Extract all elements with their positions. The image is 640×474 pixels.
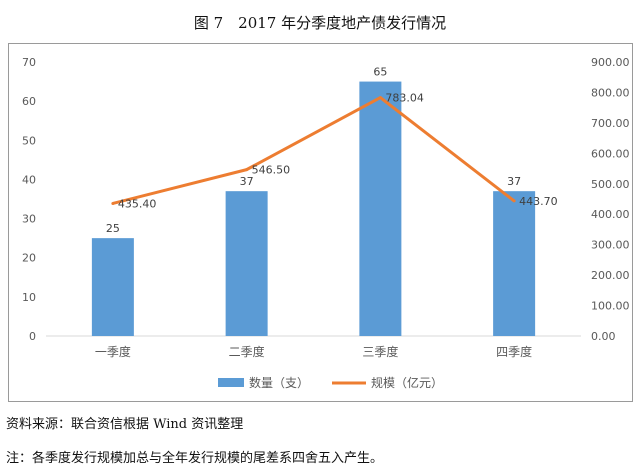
legend-swatch-bar [218,378,244,387]
source-note: 资料来源：联合资信根据 Wind 资讯整理 [6,417,244,432]
x-tick-label: 一季度 [95,344,131,359]
bar-data-label: 65 [373,66,387,79]
line-path [112,96,516,205]
y-tick-label: 60 [22,95,36,108]
chart-area: 0 10 20 30 40 50 60 70 0.00 100.00 200.00 300.00 400… [8,43,633,402]
bar [493,191,536,336]
bar [359,81,402,336]
axes: 0102030405060700.00100.00200.00300.00400… [22,56,630,359]
line-data-label: 435.40 [118,197,157,210]
combo-chart: 0102030405060700.00100.00200.00300.00400… [22,56,630,390]
y2-tick-label: 0.00 [591,330,616,343]
y-tick-label: 50 [22,134,36,147]
figure-title: 图 7 2017 年分季度地产债发行情况 [193,14,447,32]
legend: 数量（支） 规模（亿元） [218,375,443,390]
y2-tick-label: 300.00 [591,239,630,252]
y-tick-label: 20 [22,252,36,265]
y2-tick-label: 600.00 [591,147,630,160]
bar-data-label: 25 [106,222,120,235]
y2-tick-label: 100.00 [591,300,630,313]
x-tick-label: 二季度 [229,344,265,359]
line-series [111,96,516,205]
line-point [378,96,382,100]
bar-data-label: 37 [507,175,521,188]
line-point [512,199,516,203]
bar-series [91,81,536,336]
y2-tick-label: 800.00 [591,86,630,99]
y2-tick-label: 400.00 [591,208,630,221]
x-tick-label: 四季度 [496,344,532,359]
line-data-label: 783.04 [385,92,424,105]
line-point [245,168,249,172]
y2-tick-label: 700.00 [591,117,630,130]
bar [225,191,268,336]
legend-label-line: 规模（亿元） [371,375,443,390]
line-point [111,201,115,205]
y2-tick-label: 500.00 [591,178,630,191]
line-data-label: 546.50 [252,164,291,177]
x-tick-label: 三季度 [362,344,398,359]
y2-tick-label: 200.00 [591,269,630,282]
y-tick-label: 40 [22,173,36,186]
y-tick-label: 10 [22,291,36,304]
legend-label-bar: 数量（支） [249,375,309,390]
y-tick-label: 70 [22,56,36,69]
data-labels: 25 37 65 37 435.40 546.50 783.04 443.70 [106,66,558,236]
y2-tick-label: 900.00 [591,56,630,69]
footnote: 注：各季度发行规模加总与全年发行规模的尾差系四舍五入产生。 [6,451,384,466]
y-tick-label: 0 [29,330,36,343]
bar [91,238,134,336]
line-data-label: 443.70 [519,195,558,208]
bar-data-label: 37 [240,175,254,188]
y-tick-label: 30 [22,213,36,226]
